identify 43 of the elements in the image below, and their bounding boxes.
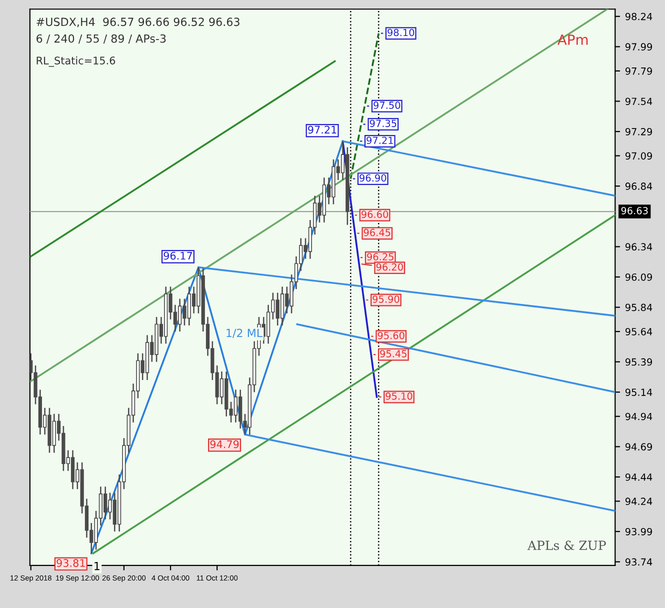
- y-tick-label: 96.34: [625, 243, 652, 251]
- y-tick-label: 98.24: [625, 12, 652, 20]
- y-tick-label: 94.24: [625, 498, 652, 506]
- annotation: 95.60: [378, 332, 404, 340]
- y-tick-label: 95.84: [625, 304, 652, 312]
- annotation: APLs & ZUP: [527, 540, 606, 550]
- annotation: 97.21: [366, 136, 393, 144]
- y-tick-label: 97.29: [625, 128, 652, 136]
- annotation: 96.45: [364, 228, 390, 236]
- annotation: RL_Static=15.6: [36, 56, 116, 67]
- y-tick-label: 95.39: [625, 358, 652, 366]
- data-label: 96.17: [164, 252, 192, 260]
- annotation: 98.10: [388, 28, 414, 36]
- y-tick-label: 94.69: [625, 443, 652, 450]
- data-label: 93.81: [56, 559, 85, 567]
- annotation: 95.10: [386, 392, 412, 400]
- y-tick-label: 93.99: [625, 528, 652, 536]
- ref-line-label: 96.63: [621, 206, 648, 214]
- annotation: 96.60: [361, 210, 388, 218]
- y-tick-label: 97.09: [625, 152, 652, 160]
- y-tick-label: 97.79: [625, 67, 652, 75]
- y-tick-label: 95.64: [625, 328, 652, 336]
- y-tick-label: 94.44: [625, 473, 652, 481]
- annotation: 96.90: [360, 174, 386, 182]
- y-tick-label: 96.84: [625, 182, 652, 190]
- annotation: 1: [94, 562, 100, 570]
- y-tick-label: 95.14: [625, 388, 652, 396]
- annotation: 6 / 240 / 55 / 89 / APs-3: [36, 34, 166, 44]
- y-tick-label: 96.09: [625, 273, 652, 281]
- annotation: 97.50: [374, 102, 400, 109]
- data-label: 94.79: [210, 440, 239, 448]
- y-tick-label: 93.74: [625, 558, 652, 566]
- annotation: 96.20: [376, 263, 403, 271]
- y-tick-label: 94.94: [625, 412, 652, 420]
- annotation: 96.25: [367, 253, 394, 260]
- annotation: 95.90: [372, 295, 400, 303]
- y-tick-label: 97.99: [625, 43, 652, 51]
- y-tick-label: 97.54: [625, 98, 652, 106]
- annotation: 1/2 ML: [226, 328, 263, 338]
- data-label: 97.21: [308, 126, 336, 134]
- annotation: 97.35: [370, 120, 396, 128]
- annotation: #USDX,H4 96.57 96.66 96.52 96.63: [36, 18, 240, 28]
- annotation: 95.45: [380, 350, 406, 358]
